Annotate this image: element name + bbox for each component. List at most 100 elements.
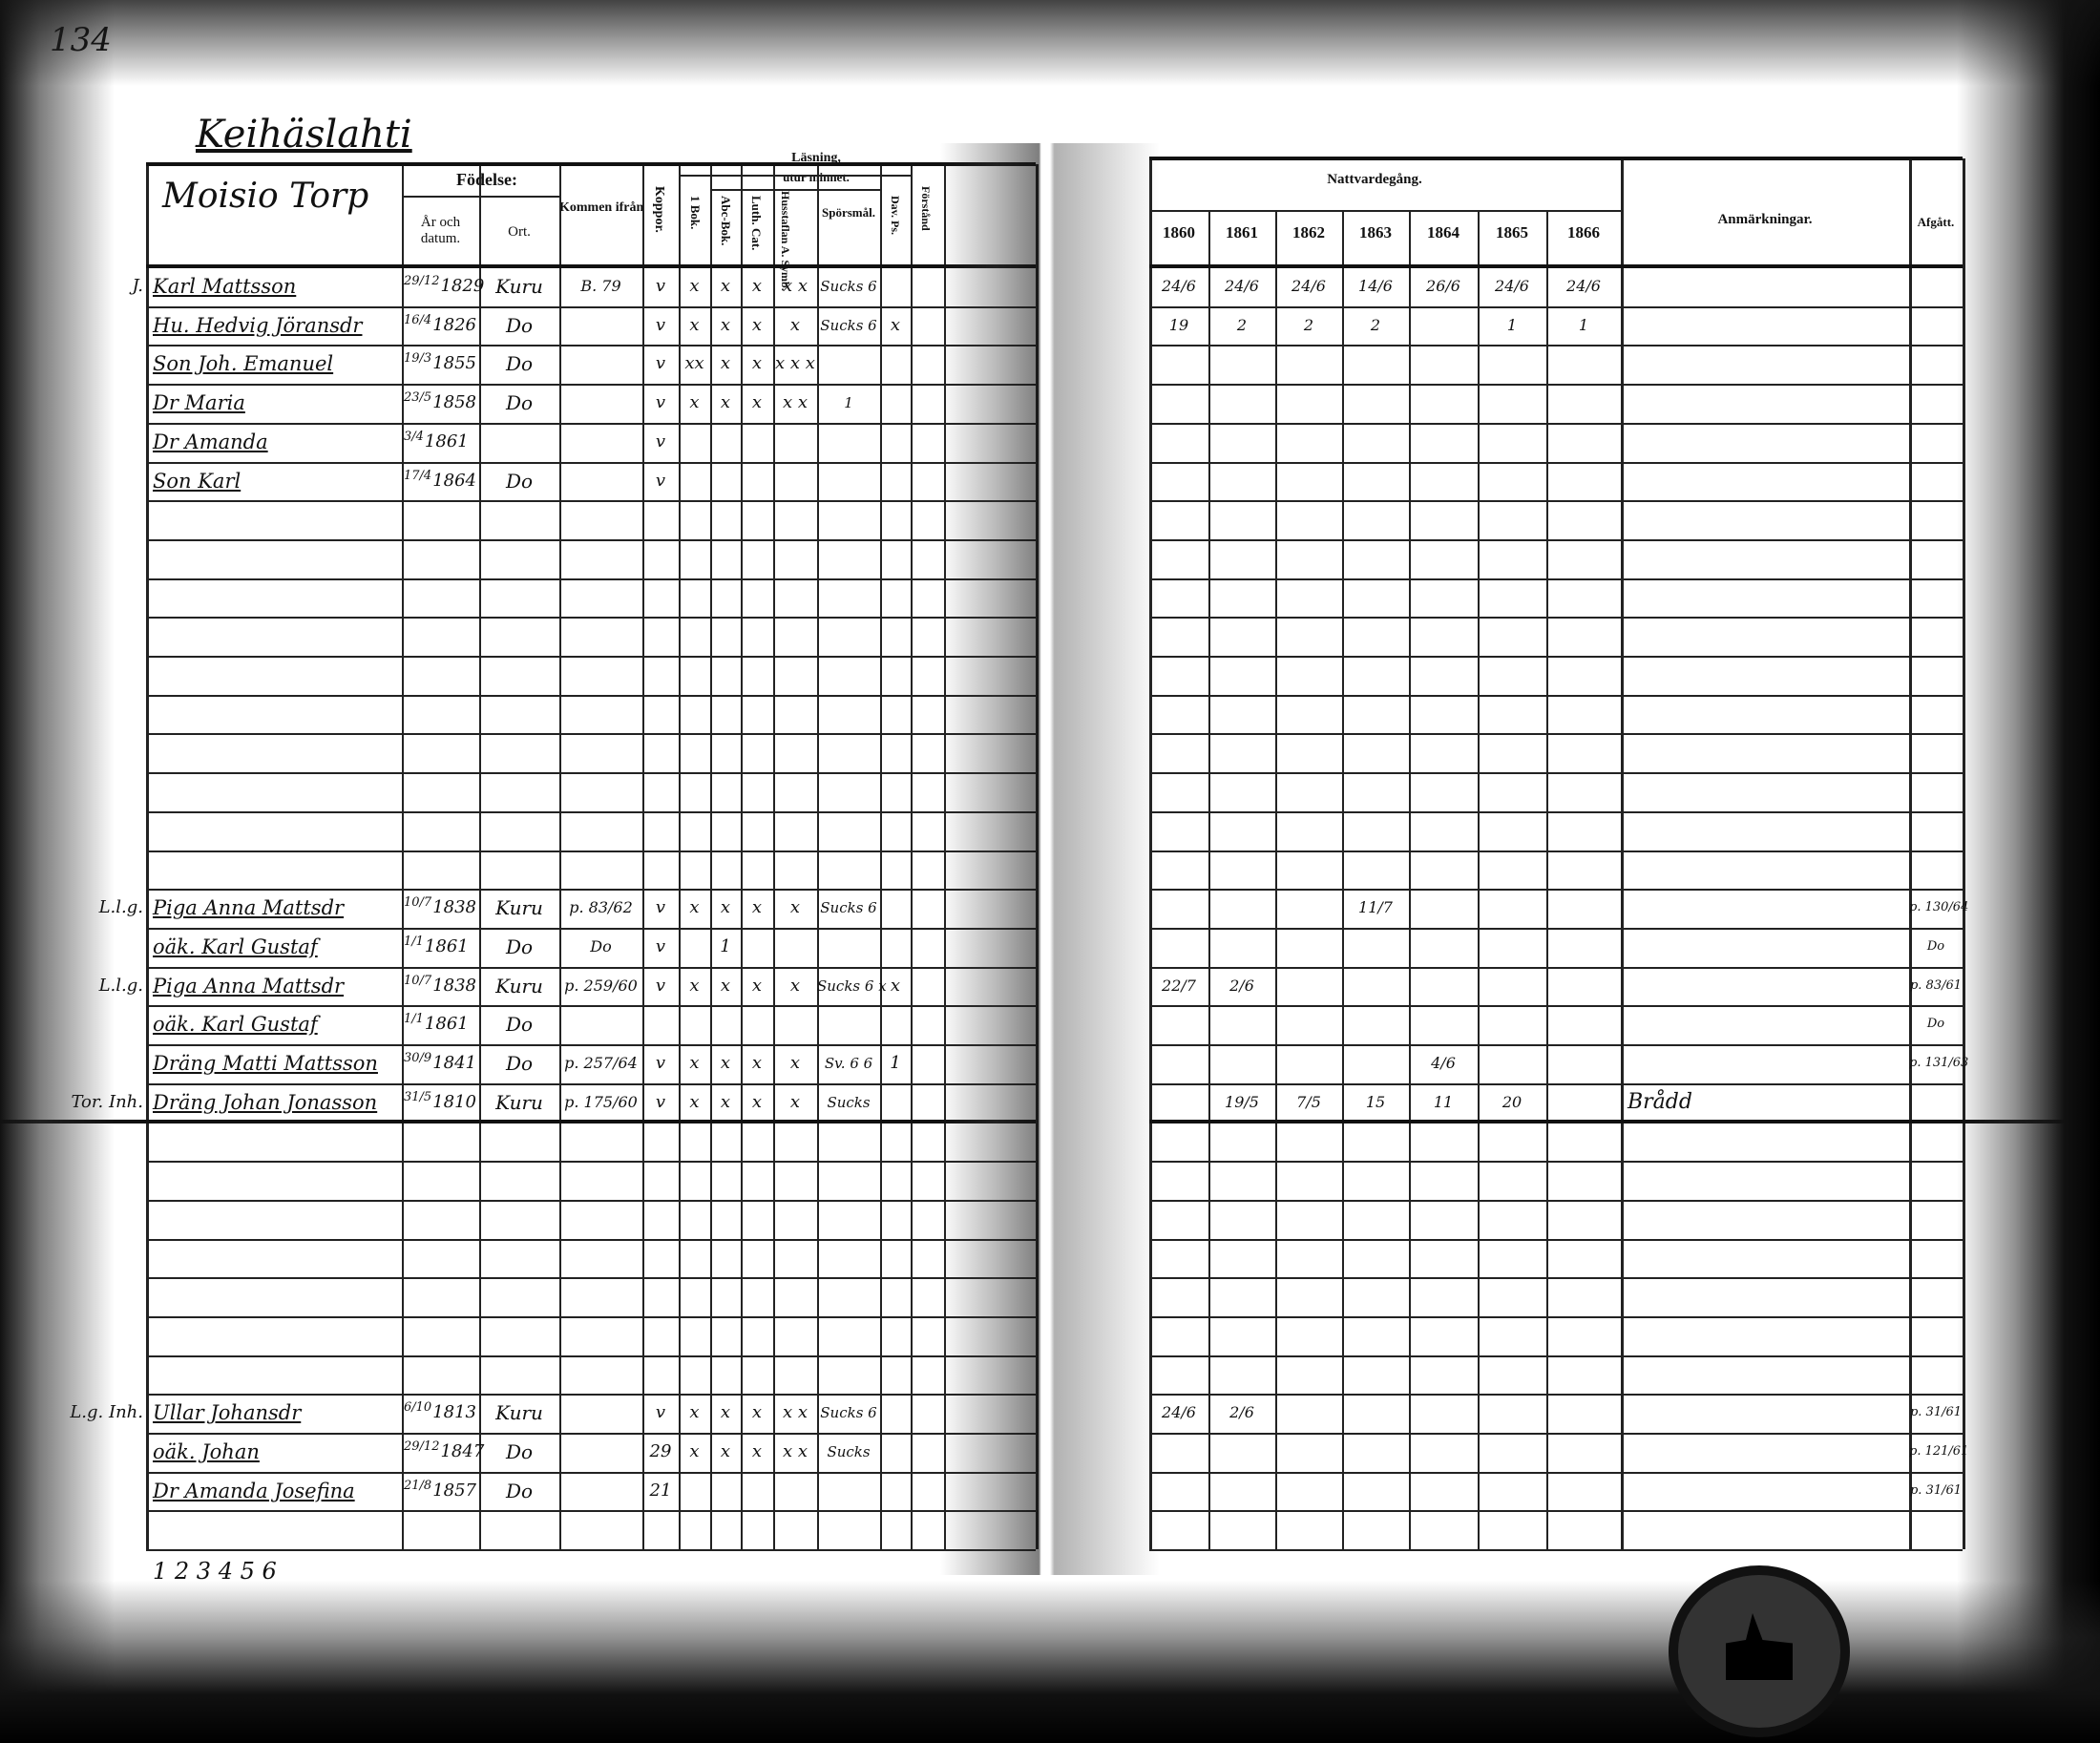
table-row <box>0 1122 2100 1161</box>
row-line <box>146 694 1036 697</box>
reading-koppor: v <box>655 314 666 335</box>
row-line <box>146 966 1036 969</box>
row-line <box>146 1549 1036 1552</box>
birth-day-month: 10/7 <box>404 973 432 988</box>
column-divider <box>1909 158 1912 1550</box>
row-line <box>1149 1238 1963 1241</box>
communion-date: 2/6 <box>1229 976 1254 995</box>
communion-date: 4/6 <box>1431 1054 1456 1072</box>
birth-day-month: 3/4 <box>404 429 424 444</box>
moved-from: p. 257/64 <box>564 1054 638 1072</box>
row-line <box>146 500 1036 503</box>
reading-hus: x <box>789 975 801 996</box>
row-line <box>146 889 1036 892</box>
reading-luth: x <box>751 1091 763 1112</box>
communion-date: 26/6 <box>1426 277 1460 295</box>
column-divider <box>146 164 149 1550</box>
row-line <box>1149 1354 1963 1357</box>
row-line <box>1149 1510 1963 1513</box>
header-nattvardegang: Nattvardegång. <box>1327 172 1422 187</box>
utur-minnet-divider <box>710 189 880 191</box>
birth-date: 1/11861 <box>404 1005 478 1043</box>
row-line <box>146 305 1036 308</box>
reading-dav: x <box>890 314 901 335</box>
header-husstaflan: Husstaflan A. Symb. <box>779 191 792 291</box>
reading-spor: Sv. 6 6 <box>824 1055 873 1072</box>
row-line <box>146 772 1036 775</box>
year-header: 1866 <box>1567 223 1600 242</box>
table-row <box>0 1277 2100 1316</box>
header-ar-och-datum: År och datum. <box>420 215 461 246</box>
reading-bok: x <box>689 392 700 413</box>
person-name: Ullar Johansdr <box>153 1401 302 1425</box>
row-line <box>146 1238 1036 1241</box>
reading-hus: x x x <box>775 353 815 374</box>
reading-abc: x <box>720 314 731 335</box>
header-koppor: Koppor. <box>652 186 666 233</box>
row-line <box>1149 500 1963 503</box>
reading-abc: x <box>720 1402 731 1423</box>
communion-date: 24/6 <box>1162 277 1196 295</box>
header-sporsmal: Spörsmål. <box>822 205 875 220</box>
reading-koppor: 21 <box>649 1480 672 1501</box>
header-lasning: Läsning, <box>791 151 841 165</box>
birth-day-month: 17/4 <box>404 468 432 483</box>
birth-day-month: 1/1 <box>404 934 424 949</box>
homestead-title: Moisio Torp <box>162 177 369 216</box>
row-line <box>1149 1394 1963 1396</box>
row-line <box>146 1082 1036 1085</box>
moved-from: p. 259/60 <box>564 976 638 995</box>
birth-date: 17/41864 <box>404 462 478 500</box>
header-afgatt: Afgått. <box>1917 215 1955 229</box>
birth-day-month: 1/1 <box>404 1012 424 1027</box>
reading-spor: 1 <box>844 394 853 412</box>
column-divider <box>1208 212 1210 1550</box>
row-line <box>146 810 1036 813</box>
reading-koppor: v <box>655 897 666 918</box>
table-row <box>0 1355 2100 1395</box>
row-line <box>1149 966 1963 969</box>
moved-from: B. 79 <box>580 277 621 295</box>
stamp-building-icon <box>1726 1613 1793 1680</box>
person-name: Piga Anna Mattsdr <box>153 974 345 998</box>
reading-abc: x <box>720 392 731 413</box>
table-row <box>0 656 2100 695</box>
row-line <box>1149 578 1963 580</box>
birth-place: Kuru <box>495 974 543 998</box>
moved-from: Do <box>590 936 612 956</box>
row-line <box>1149 927 1963 930</box>
reading-luth: x <box>751 1053 763 1073</box>
margin-note: L.l.g. <box>98 975 143 996</box>
table-row <box>0 1200 2100 1239</box>
moved-from: p. 175/60 <box>564 1092 638 1111</box>
year-header: 1862 <box>1292 223 1325 242</box>
birth-day-month: 30/9 <box>404 1051 432 1065</box>
reading-koppor: v <box>655 975 666 996</box>
reading-spor: Sucks <box>827 1093 871 1111</box>
village-title: Keihäslahti <box>196 113 412 157</box>
reading-bok: x <box>689 897 700 918</box>
column-divider <box>1621 158 1624 1550</box>
communion-date: 24/6 <box>1566 277 1601 295</box>
reading-koppor: v <box>655 353 666 374</box>
margin-note: Tor. Inh. <box>71 1091 143 1112</box>
reading-abc: 1 <box>720 935 731 956</box>
table-row <box>0 1510 2100 1549</box>
birth-place: Do <box>505 1013 534 1037</box>
birth-year: 1857 <box>432 1480 477 1501</box>
moved-from: p. 83/62 <box>569 898 633 917</box>
row-line <box>146 1394 1036 1396</box>
reading-abc: x <box>720 1441 731 1461</box>
table-top-border <box>1149 157 1963 160</box>
person-name: Dräng Matti Mattsson <box>153 1052 378 1075</box>
table-row: L.l.g. Piga Anna Mattsdr 10/71838 Kuru p. 83… <box>0 889 2100 928</box>
birth-year: 1810 <box>432 1091 477 1112</box>
birth-place: Do <box>505 352 534 376</box>
row-line <box>1149 422 1963 425</box>
column-divider <box>773 164 775 1550</box>
reading-koppor: v <box>655 430 666 452</box>
lasning-divider <box>679 175 911 177</box>
row-line <box>146 538 1036 541</box>
row-line <box>1149 694 1963 697</box>
person-name: Son Joh. Emanuel <box>153 352 334 376</box>
